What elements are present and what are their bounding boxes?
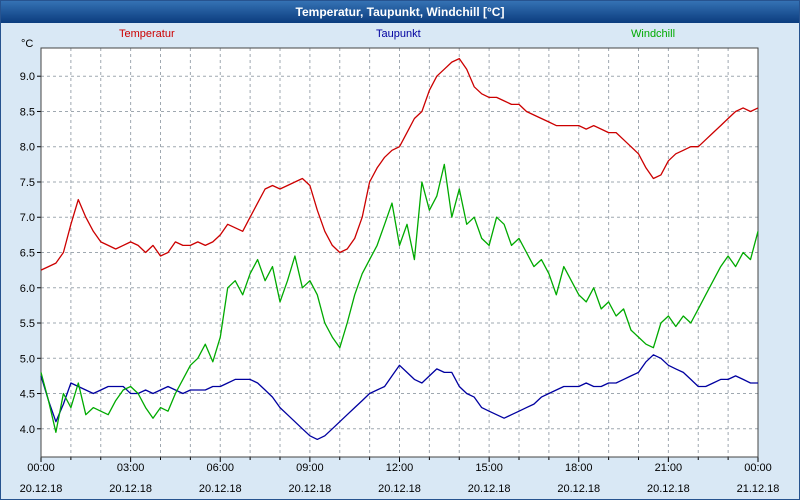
x-tick-date-label: 20.12.18 xyxy=(109,483,152,495)
x-tick-date-label: 20.12.18 xyxy=(557,483,600,495)
x-tick-time-label: 00:00 xyxy=(744,462,772,474)
x-tick-time-label: 18:00 xyxy=(565,462,593,474)
x-tick-time-label: 06:00 xyxy=(206,462,234,474)
y-tick-label: 9.0 xyxy=(20,71,35,83)
x-tick-date-label: 20.12.18 xyxy=(288,483,331,495)
legend-windchill: Windchill xyxy=(631,28,676,40)
y-tick-label: 6.5 xyxy=(20,248,35,260)
plot-border xyxy=(40,47,759,458)
series-line-taupunkt xyxy=(40,354,758,441)
x-tick-date-label: 20.12.18 xyxy=(378,483,421,495)
window-title: Temperatur, Taupunkt, Windchill [°C] xyxy=(295,5,505,19)
legend-taupunkt: Taupunkt xyxy=(376,28,421,40)
y-tick-label: 5.0 xyxy=(20,353,35,365)
x-tick-time-label: 09:00 xyxy=(296,462,324,474)
x-tick-date-label: 21.12.18 xyxy=(737,483,780,495)
y-tick-label: 7.5 xyxy=(20,177,35,189)
x-tick-date-label: 20.12.18 xyxy=(199,483,242,495)
y-tick-label: 4.5 xyxy=(20,389,35,401)
y-tick-label: 7.0 xyxy=(20,212,35,224)
titlebar[interactable]: Temperatur, Taupunkt, Windchill [°C] xyxy=(1,1,799,23)
x-tick-time-label: 15:00 xyxy=(475,462,503,474)
y-tick-label: 4.0 xyxy=(20,424,35,436)
y-tick-label: 5.5 xyxy=(20,318,35,330)
y-tick-label: 8.0 xyxy=(20,142,35,154)
x-tick-date-label: 20.12.18 xyxy=(20,483,63,495)
series-line-windchill xyxy=(40,163,759,433)
x-tick-time-label: 00:00 xyxy=(27,462,55,474)
x-tick-time-label: 21:00 xyxy=(655,462,683,474)
y-tick-label: 6.0 xyxy=(20,283,35,295)
series-line-temperatur xyxy=(40,57,759,271)
y-axis-unit-label: °C xyxy=(21,38,34,50)
legend-temperatur: Temperatur xyxy=(119,28,175,40)
x-tick-time-label: 12:00 xyxy=(386,462,414,474)
x-tick-date-label: 20.12.18 xyxy=(468,483,511,495)
y-tick-label: 8.5 xyxy=(20,106,35,118)
x-tick-time-label: 03:00 xyxy=(117,462,145,474)
x-tick-date-label: 20.12.18 xyxy=(647,483,690,495)
chart-svg: 4.0 4.5 5.0 5.5 6.0 6.5 7.0 7.5 8.0 8.5 9.0 00:00 20… xyxy=(20,47,780,495)
